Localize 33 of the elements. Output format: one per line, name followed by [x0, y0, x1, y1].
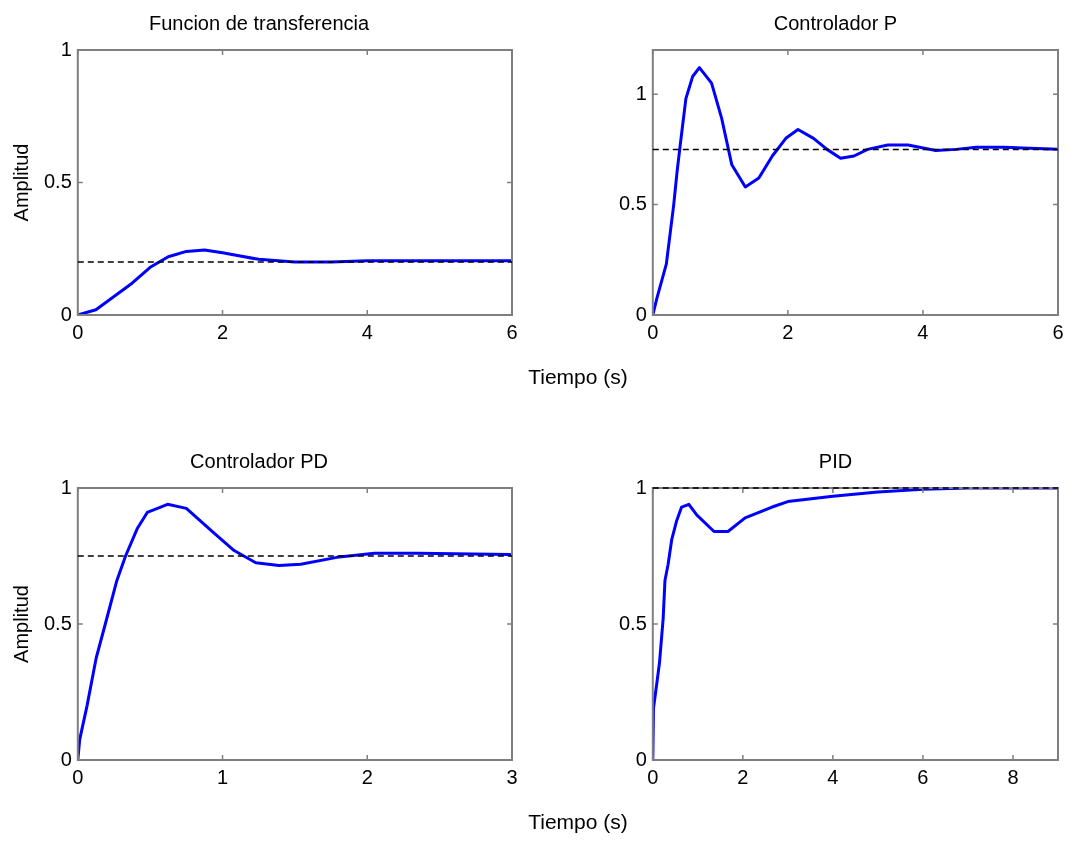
y-tick-label: 0	[60, 302, 72, 325]
x-axis-title: Tiempo (s)	[528, 365, 628, 389]
x-tick-label: 6	[506, 320, 518, 343]
x-tick-label: 6	[1052, 320, 1064, 343]
x-tick-label: 1	[216, 765, 229, 788]
x-tick-label: 4	[827, 765, 839, 788]
x-tick-label: 2	[361, 765, 373, 788]
x-tick-label: 2	[216, 320, 229, 343]
y-axis-title: Amplitud	[9, 585, 32, 663]
x-axis-title: Tiempo (s)	[528, 810, 628, 834]
y-tick-label: 0.5	[43, 611, 72, 634]
chart-title: PID	[818, 449, 853, 472]
y-tick-label: 0.5	[618, 611, 647, 634]
chart-title: Funcion de transferencia	[148, 11, 370, 34]
chart-title: Controlador PD	[190, 449, 328, 472]
y-tick-label: 1	[60, 37, 72, 60]
chart-title: Controlador P	[773, 11, 898, 34]
y-tick-label: 0.5	[43, 170, 72, 193]
y-tick-label: 0	[635, 302, 647, 325]
x-tick-label: 2	[782, 320, 794, 343]
x-tick-label: 2	[737, 765, 749, 788]
y-tick-label: 1	[635, 81, 647, 104]
y-tick-label: 0.5	[618, 192, 647, 215]
x-tick-label: 6	[917, 765, 929, 788]
x-tick-label: 4	[361, 320, 373, 343]
x-tick-label: 4	[917, 320, 929, 343]
x-tick-label: 8	[1007, 765, 1019, 788]
y-tick-label: 0	[60, 747, 72, 770]
y-tick-label: 1	[635, 475, 647, 498]
x-tick-label: 3	[506, 765, 518, 788]
y-tick-label: 1	[60, 475, 72, 498]
y-axis-title: Amplitud	[9, 143, 32, 222]
y-tick-label: 0	[635, 747, 647, 770]
